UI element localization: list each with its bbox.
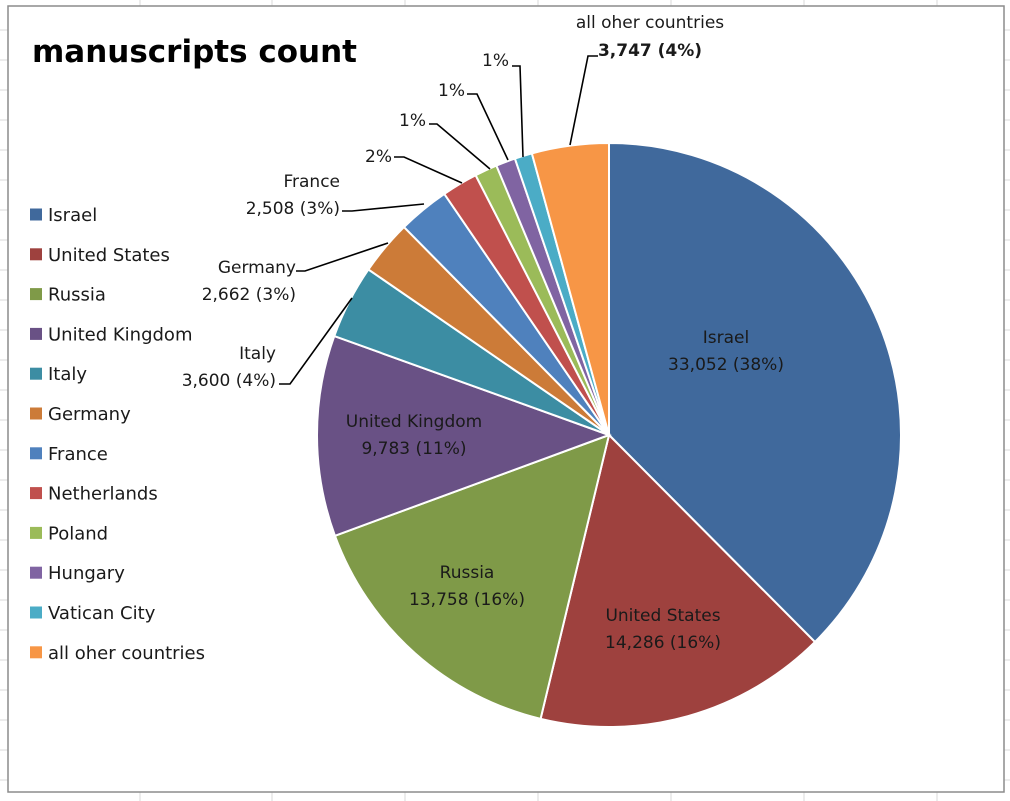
legend-item-all-oher-countries[interactable]: all oher countries	[30, 643, 205, 664]
data-label-germany-value: 2,662 (3%)	[202, 285, 296, 305]
legend-swatch-poland	[30, 526, 42, 539]
legend-swatch-vatican-city	[30, 606, 42, 619]
leader-line-germany	[296, 242, 389, 272]
data-label-united-kingdom-name: United Kingdom	[346, 412, 482, 432]
pie-plot	[316, 141, 902, 728]
legend-label-germany: Germany	[48, 404, 131, 425]
legend-swatch-all-oher-countries	[30, 646, 42, 659]
leader-line-netherlands	[394, 156, 463, 184]
data-labels: Israel 33,052 (38%) United States 14,286 (1…	[182, 13, 784, 653]
data-label-italy-value: 3,600 (4%)	[182, 371, 276, 391]
legend-swatch-germany	[30, 407, 42, 420]
leader-line-italy	[279, 297, 353, 385]
data-label-france-name: France	[283, 172, 340, 192]
legend-item-italy[interactable]: Italy	[30, 364, 87, 385]
chart-title: manuscripts count	[32, 34, 357, 70]
data-label-russia-name: Russia	[440, 563, 495, 583]
leader-line-france	[342, 203, 425, 212]
data-label-israel-value: 33,052 (38%)	[668, 355, 784, 375]
legend-item-france[interactable]: France	[30, 444, 108, 465]
pie-slice-united-states[interactable]	[539, 433, 817, 728]
legend-label-united-states: United States	[48, 245, 170, 266]
data-label-germany-name: Germany	[218, 258, 296, 278]
legend-item-israel[interactable]: Israel	[30, 205, 97, 226]
data-label-poland-value: 1%	[399, 111, 426, 131]
pie-slice-united-kingdom[interactable]	[316, 334, 612, 538]
data-label-russia-value: 13,758 (16%)	[409, 590, 525, 610]
data-label-all-oher-countries-value: 3,747 (4%)	[598, 41, 702, 61]
data-label-all-oher-countries-name: all oher countries	[576, 13, 724, 33]
legend: Israel United States Russia United Kingdom I…	[30, 205, 205, 664]
legend-swatch-netherlands	[30, 487, 42, 500]
legend-label-united-kingdom: United Kingdom	[48, 324, 192, 345]
legend-item-germany[interactable]: Germany	[30, 404, 131, 425]
legend-label-netherlands: Netherlands	[48, 484, 158, 505]
data-label-israel-name: Israel	[703, 328, 749, 348]
leader-line-poland	[429, 123, 491, 170]
legend-swatch-hungary	[30, 566, 42, 579]
data-label-hungary-value: 1%	[438, 81, 465, 101]
data-label-france-value: 2,508 (3%)	[246, 199, 340, 219]
legend-label-vatican-city: Vatican City	[48, 603, 156, 624]
legend-swatch-united-states	[30, 248, 42, 261]
legend-swatch-united-kingdom	[30, 327, 42, 340]
legend-label-poland: Poland	[48, 523, 108, 544]
legend-item-russia[interactable]: Russia	[30, 285, 106, 306]
data-label-united-states-value: 14,286 (16%)	[605, 633, 721, 653]
data-label-united-states-name: United States	[605, 606, 720, 626]
legend-label-france: France	[48, 444, 108, 465]
data-label-united-kingdom-value: 9,783 (11%)	[361, 439, 466, 459]
legend-swatch-france	[30, 447, 42, 460]
data-label-netherlands-value: 2%	[365, 147, 392, 167]
legend-item-netherlands[interactable]: Netherlands	[30, 484, 158, 505]
legend-swatch-russia	[30, 288, 42, 301]
pie-slice-israel[interactable]	[608, 141, 902, 644]
data-label-vatican-city-value: 1%	[482, 51, 509, 71]
legend-item-united-states[interactable]: United States	[30, 245, 170, 266]
legend-label-israel: Israel	[48, 205, 97, 226]
legend-item-hungary[interactable]: Hungary	[30, 563, 125, 584]
legend-label-hungary: Hungary	[48, 563, 125, 584]
leader-lines	[279, 55, 598, 385]
legend-label-italy: Italy	[48, 364, 87, 385]
leader-line-vatican-city	[512, 65, 524, 158]
legend-item-poland[interactable]: Poland	[30, 523, 108, 544]
data-label-italy-name: Italy	[239, 344, 276, 364]
legend-swatch-israel	[30, 208, 42, 221]
legend-item-vatican-city[interactable]: Vatican City	[30, 603, 156, 624]
legend-swatch-italy	[30, 367, 42, 380]
pie-slice-all-oher-countries[interactable]	[530, 141, 610, 436]
legend-item-united-kingdom[interactable]: United Kingdom	[30, 324, 192, 345]
legend-label-russia: Russia	[48, 285, 106, 306]
leader-line-all-oher-countries	[569, 55, 598, 146]
legend-label-all-oher-countries: all oher countries	[48, 643, 205, 664]
leader-line-hungary	[467, 93, 509, 161]
pie-slice-russia[interactable]	[333, 433, 611, 721]
